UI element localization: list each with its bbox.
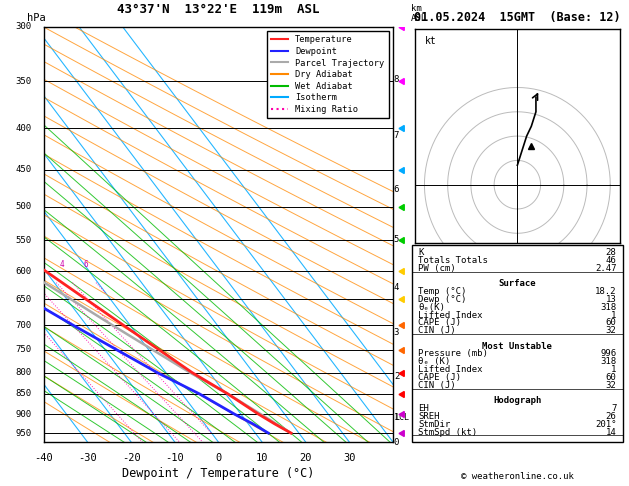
- Text: 201°: 201°: [595, 420, 616, 429]
- Text: hPa: hPa: [26, 13, 45, 22]
- Text: 700: 700: [16, 321, 32, 330]
- Text: 318: 318: [600, 303, 616, 312]
- Text: K: K: [418, 248, 424, 257]
- Text: Surface: Surface: [499, 279, 536, 288]
- Text: 4: 4: [60, 260, 64, 269]
- Text: 750: 750: [16, 345, 32, 354]
- Text: 32: 32: [606, 381, 616, 390]
- Text: 318: 318: [600, 357, 616, 366]
- Text: StmDir: StmDir: [418, 420, 450, 429]
- FancyBboxPatch shape: [412, 245, 623, 442]
- Text: Temp (°C): Temp (°C): [418, 287, 467, 296]
- Text: -20: -20: [122, 452, 141, 463]
- Text: km
ASL: km ASL: [411, 4, 426, 22]
- Text: 3: 3: [394, 329, 399, 337]
- Text: CIN (J): CIN (J): [418, 326, 456, 335]
- Text: Most Unstable: Most Unstable: [482, 342, 552, 351]
- Text: 1: 1: [394, 413, 399, 422]
- Text: Lifted Index: Lifted Index: [418, 365, 483, 374]
- Text: 300: 300: [16, 22, 32, 31]
- Text: 2.47: 2.47: [595, 264, 616, 273]
- Text: PW (cm): PW (cm): [418, 264, 456, 273]
- Text: 32: 32: [606, 326, 616, 335]
- Text: 28: 28: [606, 248, 616, 257]
- Text: 600: 600: [16, 267, 32, 276]
- Text: -40: -40: [35, 452, 53, 463]
- Text: 26: 26: [606, 412, 616, 421]
- Text: 6: 6: [83, 260, 87, 269]
- Text: 60: 60: [606, 318, 616, 328]
- Text: 500: 500: [16, 202, 32, 211]
- Text: 996: 996: [600, 349, 616, 358]
- Text: 46: 46: [606, 256, 616, 265]
- Text: 450: 450: [16, 165, 32, 174]
- Text: 6: 6: [394, 185, 399, 194]
- Text: 800: 800: [16, 368, 32, 377]
- Text: 650: 650: [16, 295, 32, 304]
- Text: Dewpoint / Temperature (°C): Dewpoint / Temperature (°C): [123, 467, 314, 480]
- Text: SREH: SREH: [418, 412, 440, 421]
- Text: 900: 900: [16, 410, 32, 418]
- Text: 14: 14: [606, 428, 616, 436]
- Text: EH: EH: [418, 404, 429, 413]
- Text: Dewp (°C): Dewp (°C): [418, 295, 467, 304]
- Text: 60: 60: [606, 373, 616, 382]
- Text: 8: 8: [394, 74, 399, 84]
- Text: kt: kt: [425, 36, 436, 46]
- Text: 0: 0: [216, 452, 221, 463]
- Text: -10: -10: [165, 452, 184, 463]
- Text: 30: 30: [343, 452, 356, 463]
- Text: 5: 5: [394, 235, 399, 244]
- Text: CAPE (J): CAPE (J): [418, 318, 461, 328]
- Text: 43°37'N  13°22'E  119m  ASL: 43°37'N 13°22'E 119m ASL: [118, 3, 320, 17]
- Text: 18.2: 18.2: [595, 287, 616, 296]
- Text: 13: 13: [606, 295, 616, 304]
- Text: θₑ(K): θₑ(K): [418, 303, 445, 312]
- Text: Lifted Index: Lifted Index: [418, 311, 483, 320]
- Text: Hodograph: Hodograph: [493, 397, 542, 405]
- Text: Mixing Ratio (g/kg): Mixing Ratio (g/kg): [434, 246, 443, 348]
- Text: © weatheronline.co.uk: © weatheronline.co.uk: [461, 472, 574, 481]
- Text: 350: 350: [16, 77, 32, 86]
- Text: 950: 950: [16, 429, 32, 437]
- Text: 1: 1: [611, 365, 616, 374]
- Legend: Temperature, Dewpoint, Parcel Trajectory, Dry Adiabat, Wet Adiabat, Isotherm, Mi: Temperature, Dewpoint, Parcel Trajectory…: [267, 31, 389, 118]
- Text: 550: 550: [16, 236, 32, 245]
- Text: -30: -30: [78, 452, 97, 463]
- Text: θₑ (K): θₑ (K): [418, 357, 450, 366]
- Text: 7: 7: [394, 132, 399, 140]
- Text: 7: 7: [611, 404, 616, 413]
- Text: CAPE (J): CAPE (J): [418, 373, 461, 382]
- Text: 400: 400: [16, 123, 32, 133]
- Text: CIN (J): CIN (J): [418, 381, 456, 390]
- Text: 10: 10: [256, 452, 269, 463]
- Text: LCL: LCL: [394, 413, 409, 422]
- Text: 1: 1: [611, 311, 616, 320]
- Text: Totals Totals: Totals Totals: [418, 256, 488, 265]
- Text: 850: 850: [16, 389, 32, 399]
- Text: 20: 20: [299, 452, 312, 463]
- Text: 0: 0: [394, 438, 399, 447]
- Text: 4: 4: [394, 283, 399, 292]
- Text: 01.05.2024  15GMT  (Base: 12): 01.05.2024 15GMT (Base: 12): [414, 11, 621, 23]
- Text: Pressure (mb): Pressure (mb): [418, 349, 488, 358]
- Text: StmSpd (kt): StmSpd (kt): [418, 428, 477, 436]
- Text: 2: 2: [394, 371, 399, 381]
